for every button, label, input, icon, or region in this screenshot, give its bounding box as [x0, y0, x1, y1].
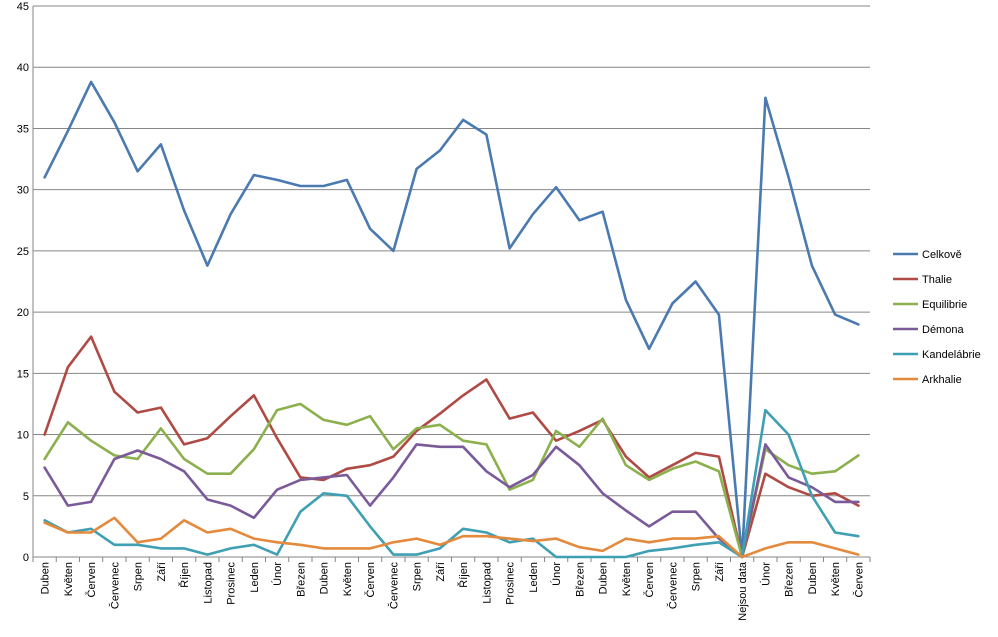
series-line-1	[43, 335, 860, 559]
data-series	[43, 80, 860, 559]
x-tick-label: Červen	[364, 562, 377, 597]
x-tick-label: Listopad	[202, 562, 214, 604]
series-line-0	[43, 80, 860, 559]
x-tick-label: Srpen	[133, 562, 145, 591]
series-line-4	[43, 408, 860, 559]
x-tick-label: Prosinec	[226, 562, 238, 605]
x-tick-label: Červenec	[108, 562, 121, 610]
y-tick-label: 20	[17, 307, 29, 319]
y-tick-label: 40	[17, 62, 29, 74]
x-tick-label: Únor	[550, 562, 563, 586]
y-tick-label: 10	[17, 430, 29, 442]
x-tick-label: Únor	[271, 562, 284, 586]
x-tick-label: Květen	[63, 562, 75, 596]
legend-label: Kandelábrie	[922, 349, 981, 361]
x-tick-label: Červenec	[387, 562, 400, 610]
legend-label: Equilibrie	[922, 299, 967, 311]
series-line-3	[43, 443, 860, 559]
y-tick-label: 15	[17, 368, 29, 380]
x-tick-label: Leden	[528, 562, 540, 593]
y-tick-label: 0	[23, 552, 29, 564]
x-tick-label: Červenec	[666, 562, 679, 610]
x-tick-label: Říjen	[178, 562, 191, 588]
legend-label: Thalie	[922, 274, 952, 286]
x-tick-label: Leden	[249, 562, 261, 593]
x-tick-label: Září	[714, 562, 726, 582]
x-tick-label: Březen	[574, 562, 586, 597]
gridlines	[33, 5, 870, 497]
series-line-5	[43, 516, 860, 559]
x-tick-label: Březen	[784, 562, 796, 597]
x-tick-label: Březen	[295, 562, 307, 597]
legend-label: Arkhalie	[922, 374, 962, 386]
x-tick-label: Duben	[807, 562, 819, 594]
axes: 0 5 10 15 20 25 30 35 40 45 Duben Květen Červen Červe…	[17, 1, 871, 621]
x-tick-label: Červen	[85, 562, 98, 597]
x-tick-label: Září	[156, 562, 168, 582]
x-tick-label: Listopad	[481, 562, 493, 604]
x-tick-label: Srpen	[691, 562, 703, 591]
x-tick-label: Únor	[759, 562, 772, 586]
x-tick-label: Červen	[643, 562, 656, 597]
x-tick-label: Květen	[342, 562, 354, 596]
y-tick-label: 45	[17, 1, 29, 13]
series-line-2	[43, 402, 860, 559]
legend-label: Démona	[922, 324, 964, 336]
x-tick-label: Nejsou data	[737, 561, 749, 621]
x-tick-label: Duben	[598, 562, 610, 594]
legend: Celkově Thalie Equilibrie Démona Kandelábrie…	[893, 249, 981, 386]
y-tick-label: 30	[17, 185, 29, 197]
x-tick-label: Říjen	[457, 562, 470, 588]
y-tick-label: 5	[23, 491, 29, 503]
x-tick-label: Září	[435, 562, 447, 582]
x-tick-label: Duben	[319, 562, 331, 594]
x-tick-label: Duben	[40, 562, 52, 594]
y-tick-label: 35	[17, 123, 29, 135]
x-tick-label: Srpen	[412, 562, 424, 591]
y-tick-label: 25	[17, 246, 29, 258]
x-tick-label: Prosinec	[505, 562, 517, 605]
x-tick-label: Květen	[830, 562, 842, 596]
x-tick-label: Květen	[621, 562, 633, 596]
legend-label: Celkově	[922, 249, 962, 261]
x-tick-label: Červen	[852, 562, 865, 597]
